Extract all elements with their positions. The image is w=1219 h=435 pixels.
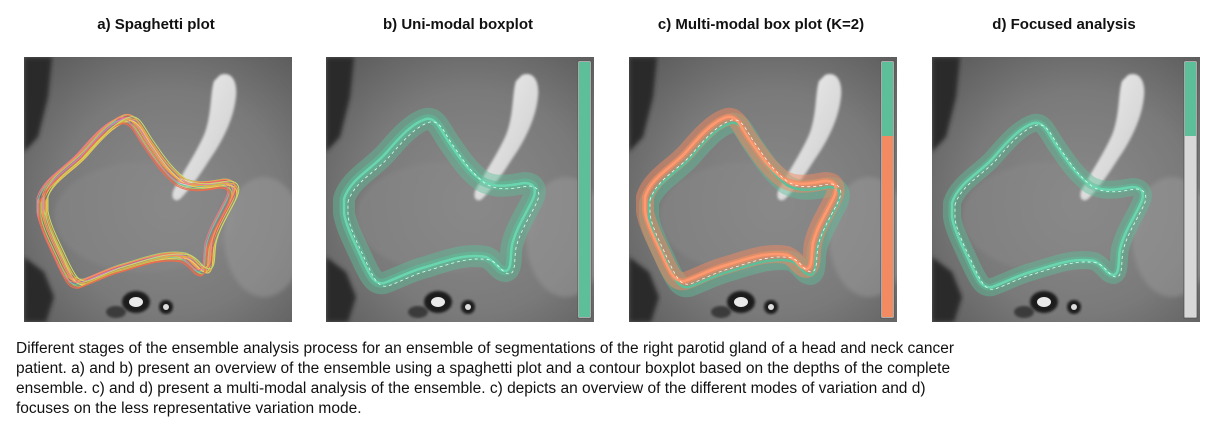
figure-caption: Different stages of the ensemble analysi… — [16, 339, 1211, 419]
multimodal-boxplot-image — [629, 57, 897, 322]
spaghetti-plot-image — [24, 57, 292, 322]
panel-c-title: c) Multi-modal box plot (K=2) — [657, 16, 865, 33]
panel-d-focused-analysis — [932, 57, 1200, 322]
panel-c-multimodal-boxplot — [629, 57, 897, 322]
panel-d-title: d) Focused analysis — [992, 16, 1136, 33]
unimodal-boxplot-image — [326, 57, 594, 322]
panel-a-spaghetti-plot — [24, 57, 292, 322]
caption-line-1: Different stages of the ensemble analysi… — [16, 340, 955, 357]
representativeness-bar-teal — [882, 62, 893, 136]
representativeness-bar-gray — [1185, 136, 1196, 317]
caption-line-4: focuses on the less representative varia… — [16, 400, 362, 417]
panel-b-title: b) Uni-modal boxplot — [383, 16, 533, 33]
panel-a-title: a) Spaghetti plot — [97, 16, 215, 33]
representativeness-bar-orange — [882, 136, 893, 317]
caption-line-3: ensemble. c) and d) present a multi-moda… — [16, 380, 926, 397]
caption-line-2: patient. a) and b) present an overview o… — [16, 360, 951, 377]
representativeness-bar-teal — [579, 62, 590, 317]
representativeness-bar-teal — [1185, 62, 1196, 136]
focused-analysis-image — [932, 57, 1200, 322]
panel-b-unimodal-boxplot — [326, 57, 594, 322]
